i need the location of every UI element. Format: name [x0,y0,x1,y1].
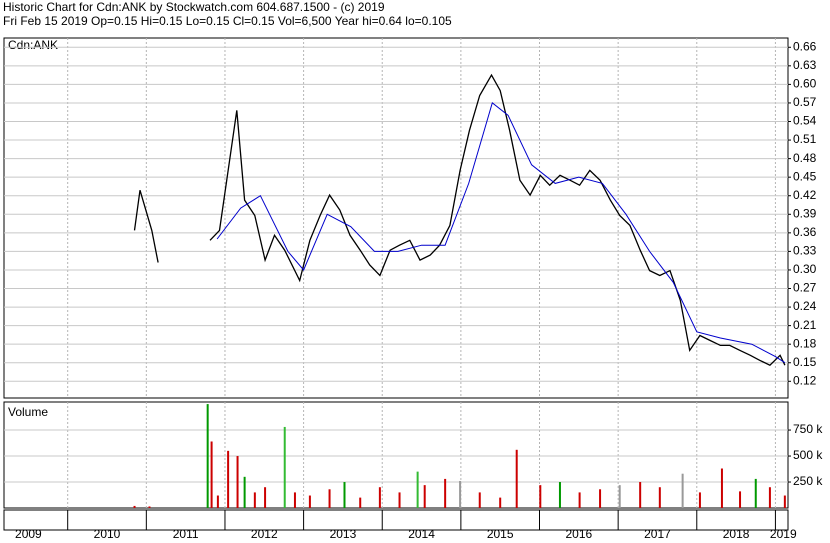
y-tick-label: 0.12 [793,373,817,387]
y-tick-label: 0.24 [793,299,817,313]
y-tick-label: 0.45 [793,169,817,183]
x-tick-label: 2018 [723,527,750,541]
y-tick-label: 0.48 [793,151,817,165]
volume-bar [768,487,771,508]
volume-panel [3,401,789,509]
volume-bar [264,487,267,508]
y-tick-label: 0.30 [793,262,817,276]
x-tick-label: 2016 [565,527,592,541]
x-tick-label: 2014 [408,527,435,541]
volume-bar [293,492,296,508]
volume-bar [133,505,136,508]
volume-bar [423,485,426,508]
volume-bar [398,492,401,508]
price-line [216,102,786,364]
volume-bar [720,468,723,508]
volume-bar [416,471,419,508]
x-tick-label: 2010 [94,527,121,541]
volume-label: Volume [8,405,48,419]
volume-bar [148,506,151,508]
volume-bar [739,491,742,508]
y-tick-label: 0.39 [793,206,817,220]
volume-bar [243,476,246,508]
volume-bar [681,473,684,508]
y-tick-label: 0.54 [793,114,817,128]
y-tick-label: 0.33 [793,244,817,258]
y-tick-label: 0.15 [793,355,817,369]
volume-bar [343,482,346,508]
volume-bar [308,495,311,508]
volume-bar [578,492,581,508]
header-quote: Fri Feb 15 2019 Op=0.15 Hi=0.15 Lo=0.15 … [3,14,452,28]
volume-bar [378,487,381,508]
volume-bar [499,497,502,508]
volume-bar [639,482,642,508]
x-tick-label: 2009 [15,527,42,541]
y-tick-label: 0.18 [793,336,817,350]
volume-bar [283,426,286,508]
volume-bar [599,489,602,508]
symbol-label: Cdn:ANK [8,38,58,52]
volume-bar [253,492,256,508]
volume-bar [539,485,542,508]
y-tick-label: 250 k [793,474,823,488]
price-panel [3,37,789,399]
y-tick-label: 0.51 [793,132,817,146]
volume-bar [459,480,462,508]
y-tick-label: 0.60 [793,77,817,91]
y-tick-label: 0.36 [793,225,817,239]
x-tick-label: 2013 [330,527,357,541]
volume-bar [515,449,518,508]
y-tick-label: 0.63 [793,58,817,72]
x-tick-label: 2011 [173,527,199,541]
volume-bar [783,495,786,508]
x-tick-label: 2019 [770,527,797,541]
volume-bar [328,489,331,508]
x-tick-label: 2012 [251,527,278,541]
y-tick-label: 750 k [793,422,823,436]
volume-bar [227,450,230,508]
y-tick-label: 0.42 [793,188,817,202]
volume-bar [359,497,362,508]
y-tick-label: 0.66 [793,39,817,53]
volume-bar [478,492,481,508]
volume-bar [754,478,757,508]
y-tick-label: 0.21 [793,318,817,332]
year-strip [3,509,789,531]
volume-bar [236,456,239,508]
volume-bar [558,482,561,508]
y-tick-label: 0.27 [793,281,817,295]
volume-bar [206,404,209,508]
x-tick-label: 2017 [644,527,671,541]
volume-bar [210,441,213,508]
volume-bar [698,492,701,508]
y-tick-label: 500 k [793,448,823,462]
x-tick-label: 2015 [487,527,514,541]
volume-bar [216,495,219,508]
header-title: Historic Chart for Cdn:ANK by Stockwatch… [3,0,385,14]
volume-bar [658,487,661,508]
volume-bar [618,485,621,508]
volume-bar [444,478,447,508]
y-tick-label: 0.57 [793,95,817,109]
price-line [133,73,786,366]
